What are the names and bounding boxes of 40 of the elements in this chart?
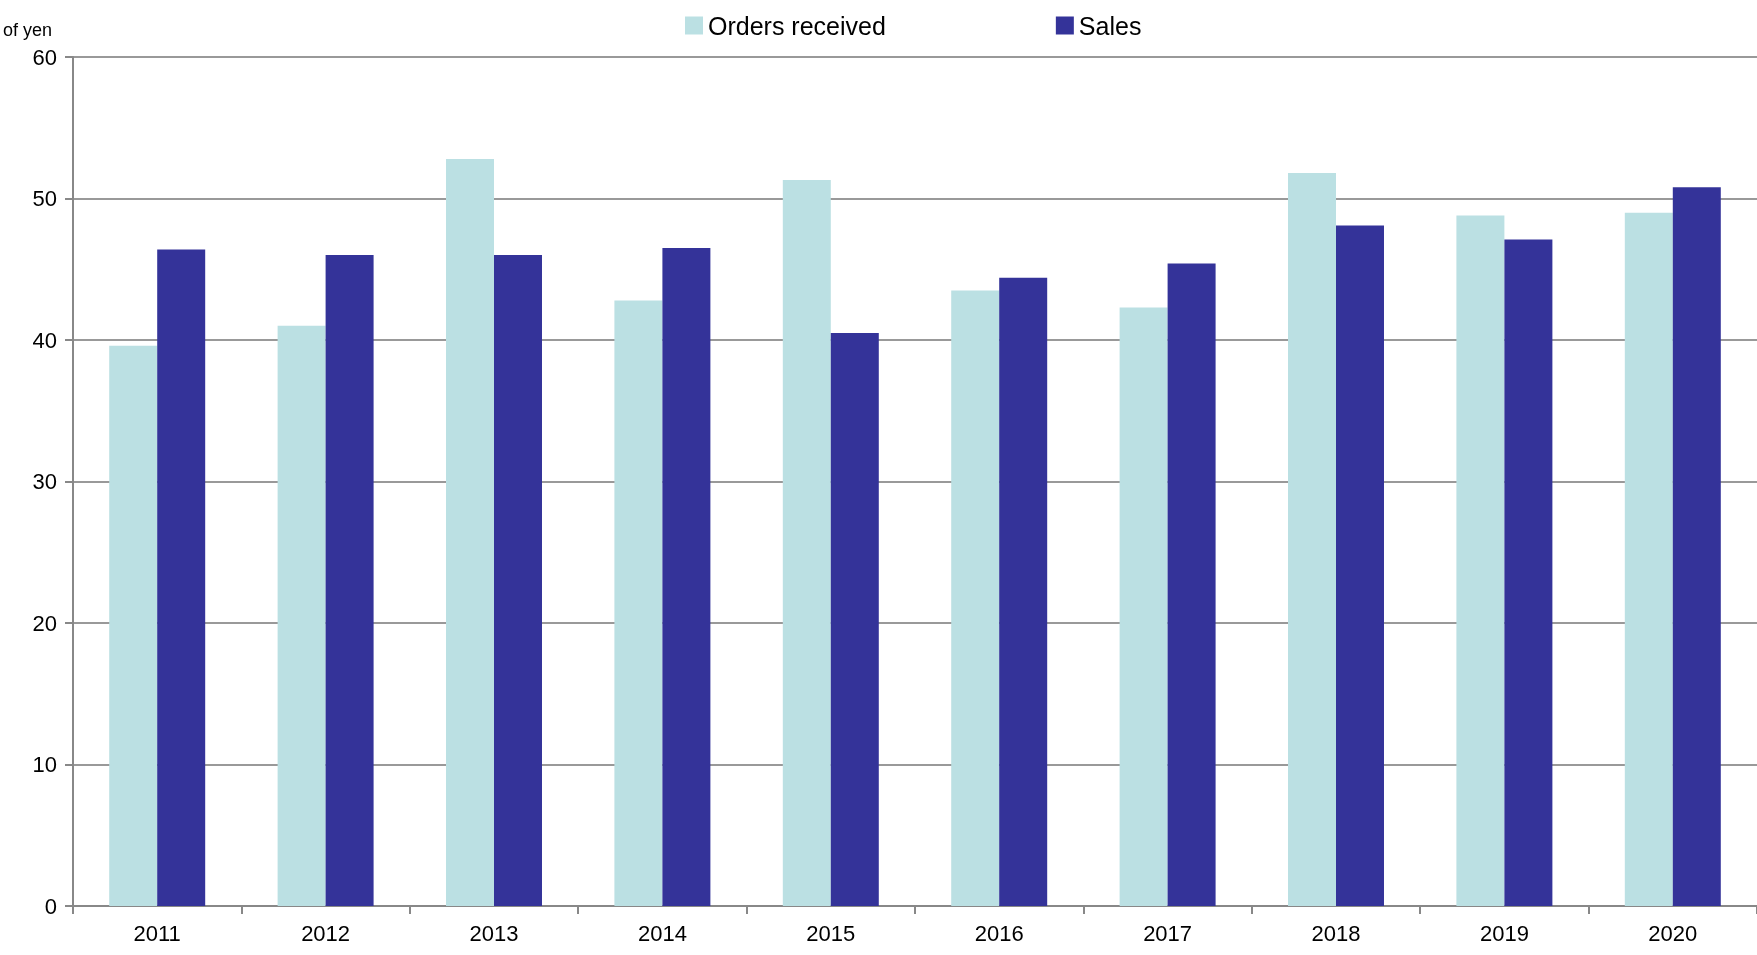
y-tick-label: 30	[32, 469, 57, 494]
bar	[1504, 239, 1553, 906]
x-tick-label: 2011	[133, 920, 181, 946]
legend-label: Orders received	[708, 11, 886, 40]
bar	[494, 255, 542, 906]
bar	[1456, 215, 1505, 906]
bar	[157, 249, 206, 906]
y-tick-label: 0	[44, 893, 57, 919]
x-tick-label: 2016	[974, 920, 1024, 946]
y-tick-label: 40	[32, 327, 57, 353]
bar	[325, 255, 374, 906]
bar	[446, 158, 494, 906]
bar	[277, 325, 326, 906]
bar	[999, 277, 1048, 906]
bar	[1624, 212, 1673, 906]
bar	[1672, 187, 1721, 906]
bar	[830, 332, 879, 906]
x-tick-label: 2012	[301, 920, 351, 946]
bar	[1288, 173, 1336, 906]
x-tick-label: 2014	[637, 920, 687, 946]
bar	[614, 300, 663, 906]
bar	[1336, 225, 1384, 906]
bar	[109, 345, 158, 906]
x-tick-label: 2020	[1648, 920, 1698, 946]
legend-label: Sales	[1078, 11, 1142, 40]
y-tick-label: 50	[32, 186, 57, 211]
x-tick-label: 2019	[1479, 920, 1529, 946]
x-tick-label: 2017	[1143, 920, 1193, 946]
y-tick-label: 60	[32, 44, 57, 70]
y-tick-label: 10	[32, 752, 57, 777]
y-tick-label: 20	[32, 610, 57, 636]
y-axis-title: of yen	[3, 20, 53, 40]
bar	[662, 248, 711, 906]
x-tick-label: 2018	[1311, 920, 1361, 946]
bar	[951, 290, 1000, 906]
x-tick-label: 2015	[806, 920, 856, 946]
bar	[1119, 307, 1168, 906]
bar	[782, 180, 831, 906]
x-tick-label: 2013	[469, 920, 519, 946]
bar	[1167, 263, 1216, 906]
